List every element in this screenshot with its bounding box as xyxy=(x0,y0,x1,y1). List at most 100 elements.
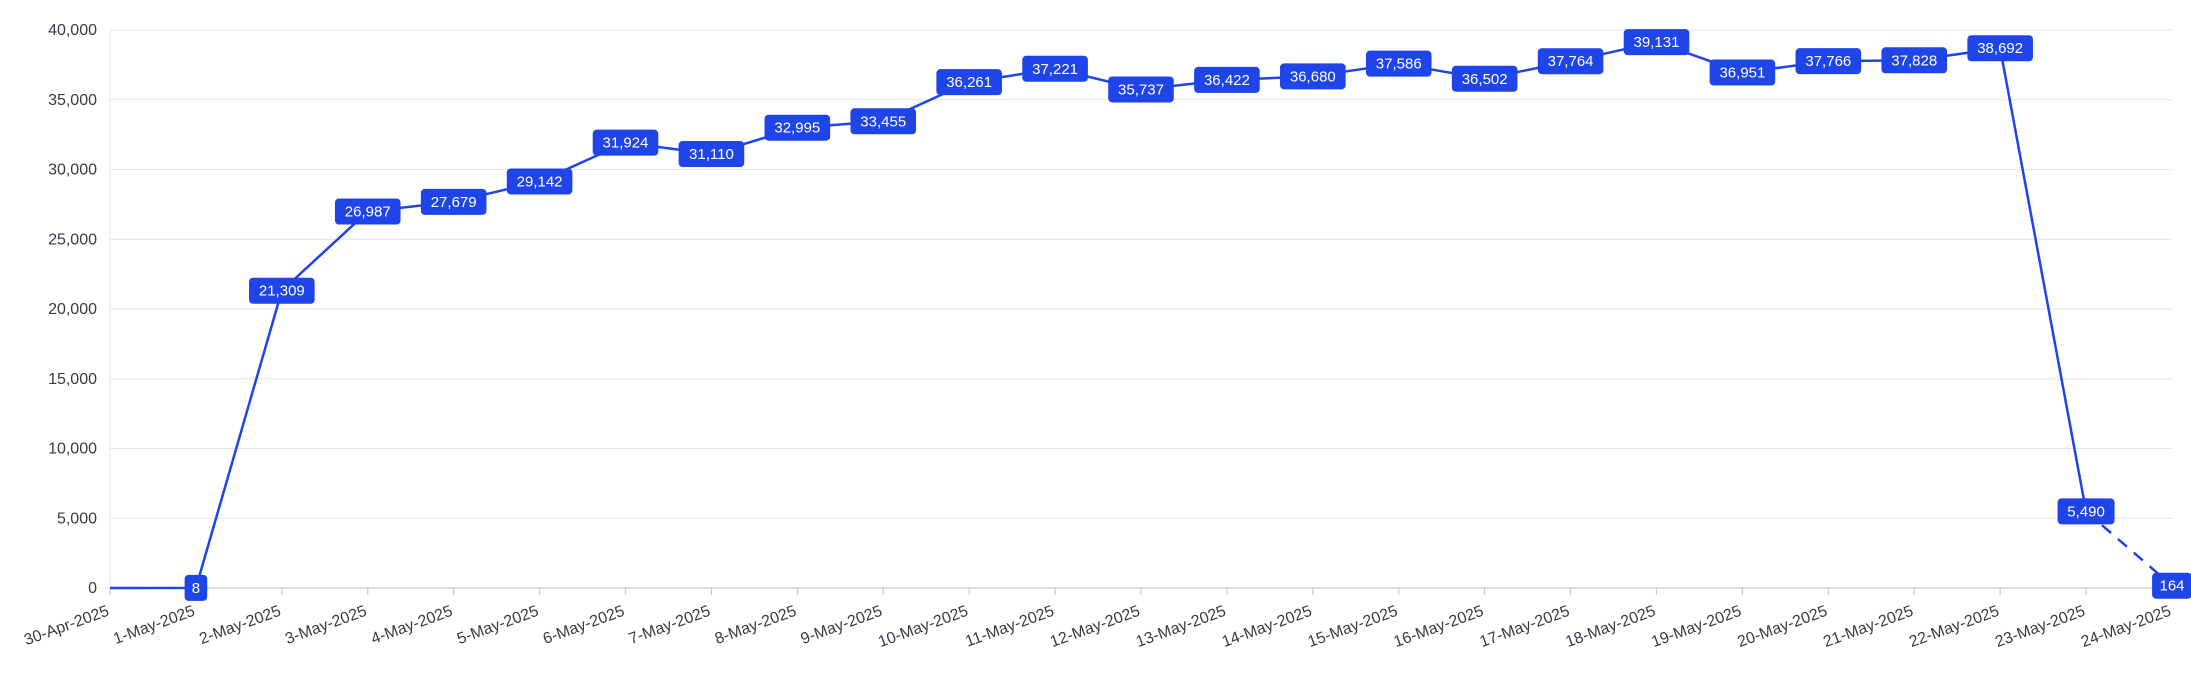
data-label-box xyxy=(2057,498,2115,525)
data-label-box xyxy=(249,277,315,304)
data-label: 35,737 xyxy=(1108,76,1174,103)
y-tick-label: 40,000 xyxy=(48,22,97,39)
data-label-box xyxy=(1967,35,2033,62)
x-tick-label: 4-May-2025 xyxy=(369,603,455,648)
data-label-box xyxy=(1623,29,1690,56)
data-label: 31,110 xyxy=(678,141,745,168)
data-label: 29,142 xyxy=(506,168,573,195)
data-label-box xyxy=(1709,59,1776,86)
x-tick-label: 15-May-2025 xyxy=(1306,603,1400,651)
x-tick-label: 30-Apr-2025 xyxy=(22,603,111,649)
x-tick-label: 23-May-2025 xyxy=(1993,603,2087,651)
data-label: 21,309 xyxy=(249,277,315,304)
x-tick-label: 11-May-2025 xyxy=(963,603,1056,651)
data-label-text: 164 xyxy=(2159,578,2184,595)
data-label-box xyxy=(592,129,659,156)
data-label: 27,679 xyxy=(420,188,487,215)
data-label-text: 39,131 xyxy=(1634,34,1680,51)
data-label-box xyxy=(936,69,1002,96)
data-label-text: 36,502 xyxy=(1462,71,1508,88)
data-label-box xyxy=(1365,50,1432,77)
data-label: 8 xyxy=(184,574,208,601)
data-label-text: 36,951 xyxy=(1719,65,1765,82)
data-label-box xyxy=(2152,572,2191,599)
x-tick-label: 9-May-2025 xyxy=(799,603,885,648)
data-label-box xyxy=(1451,65,1518,92)
x-tick-label: 17-May-2025 xyxy=(1478,603,1572,651)
axis-layer: 0 5,000 10,000 15,000 20,000 25,000 30,000 35,0… xyxy=(22,22,2173,651)
data-label-text: 32,995 xyxy=(774,120,820,137)
data-label-text: 27,679 xyxy=(431,194,477,211)
data-label-box xyxy=(334,198,401,225)
y-tick-label: 15,000 xyxy=(48,371,97,388)
x-tick-label: 6-May-2025 xyxy=(541,603,627,648)
data-label-text: 37,766 xyxy=(1805,53,1851,70)
data-label: 36,951 xyxy=(1709,59,1776,86)
data-label-layer: 8 21,309 26,987 27,679 29,142 31,924 31,110 32,… xyxy=(184,29,2191,601)
x-tick-label: 20-May-2025 xyxy=(1735,603,1829,651)
data-label: 36,502 xyxy=(1451,65,1518,92)
data-label-box xyxy=(1795,48,1862,75)
data-label-box xyxy=(1194,66,1260,93)
data-label-box xyxy=(184,574,208,601)
data-label-text: 37,764 xyxy=(1548,53,1594,70)
data-label-box xyxy=(420,188,487,215)
data-label-text: 21,309 xyxy=(259,283,305,300)
data-label-box xyxy=(1022,55,1088,82)
data-label: 37,828 xyxy=(1881,47,1948,74)
x-tick-label: 18-May-2025 xyxy=(1563,603,1657,651)
x-tick-label: 3-May-2025 xyxy=(283,603,369,648)
x-tick-label: 14-May-2025 xyxy=(1220,603,1314,651)
data-label-text: 36,680 xyxy=(1290,68,1336,85)
series-layer xyxy=(109,40,2173,590)
x-tick-label: 7-May-2025 xyxy=(627,603,713,648)
y-tick-label: 25,000 xyxy=(48,231,97,248)
x-tick-label: 10-May-2025 xyxy=(876,603,970,651)
data-label-text: 31,924 xyxy=(603,135,649,152)
data-label-text: 37,828 xyxy=(1891,52,1937,69)
data-label-box xyxy=(678,141,745,168)
data-label: 31,924 xyxy=(592,129,659,156)
data-label-box xyxy=(1280,63,1346,90)
data-label-text: 31,110 xyxy=(689,146,734,163)
data-label-text: 5,490 xyxy=(2067,503,2105,520)
x-tick-label: 13-May-2025 xyxy=(1134,603,1228,651)
data-label: 36,261 xyxy=(936,69,1002,96)
data-label-box xyxy=(1537,48,1604,75)
x-tick-label: 21-May-2025 xyxy=(1821,603,1915,651)
data-label: 164 xyxy=(2152,572,2191,599)
x-tick-label: 8-May-2025 xyxy=(713,603,799,648)
data-label: 5,490 xyxy=(2057,498,2115,525)
data-label: 37,221 xyxy=(1022,55,1088,82)
y-tick-label: 5,000 xyxy=(57,510,97,527)
data-label-box xyxy=(764,114,831,141)
data-label-text: 36,261 xyxy=(946,74,992,91)
series-line xyxy=(109,40,2088,590)
y-tick-label: 10,000 xyxy=(48,441,97,458)
x-tick-label: 2-May-2025 xyxy=(197,603,283,648)
x-tick-label: 16-May-2025 xyxy=(1392,603,1486,651)
data-label: 39,131 xyxy=(1623,29,1690,56)
data-label-text: 37,586 xyxy=(1376,56,1422,73)
x-tick-label: 12-May-2025 xyxy=(1048,603,1142,651)
data-label-text: 26,987 xyxy=(345,204,391,221)
y-tick-label: 30,000 xyxy=(48,162,97,179)
grid-layer xyxy=(109,29,2172,588)
x-tick-label: 22-May-2025 xyxy=(1907,603,2001,651)
data-label: 33,455 xyxy=(850,108,917,135)
y-tick-label: 20,000 xyxy=(48,301,97,318)
data-label: 38,692 xyxy=(1967,35,2033,62)
data-label-text: 29,142 xyxy=(517,173,563,190)
x-tick-label: 1-May-2025 xyxy=(111,603,197,648)
data-label-box xyxy=(850,108,917,135)
data-label-text: 33,455 xyxy=(860,113,906,130)
data-label-text: 38,692 xyxy=(1977,40,2023,57)
data-label: 32,995 xyxy=(764,114,831,141)
data-label: 37,586 xyxy=(1365,50,1432,77)
data-label-text: 8 xyxy=(192,580,200,597)
x-tick-label: 24-May-2025 xyxy=(2079,603,2173,651)
data-label: 37,766 xyxy=(1795,48,1862,75)
data-label: 36,680 xyxy=(1280,63,1346,90)
